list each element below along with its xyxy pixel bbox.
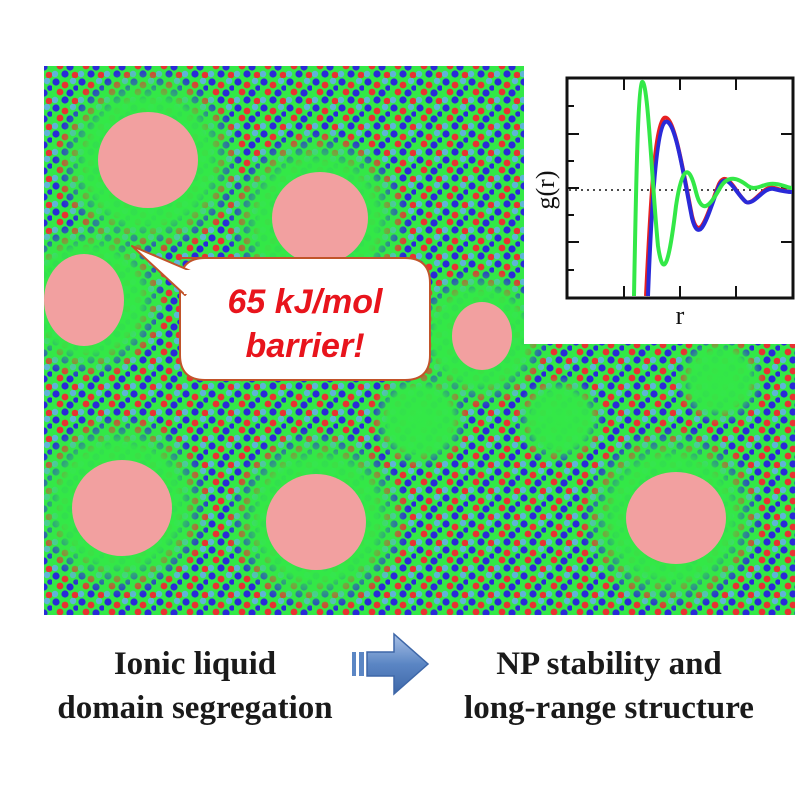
caption-right-line-2: long-range structure bbox=[464, 690, 754, 726]
caption-right-line-1: NP stability and bbox=[496, 646, 722, 682]
inset-rdf-plot: g(r) r bbox=[524, 66, 800, 344]
caption-left: Ionic liquid domain segregation bbox=[40, 642, 350, 730]
inset-ylabel: g(r) bbox=[531, 171, 560, 210]
caption-right: NP stability and long-range structure bbox=[428, 642, 790, 730]
callout-line-1: 65 kJ/mol bbox=[228, 283, 385, 321]
caption-left-line-1: Ionic liquid bbox=[113, 646, 277, 682]
callout-bubble: 65 kJ/mol barrier! bbox=[131, 245, 431, 381]
caption-left-line-2: domain segregation bbox=[57, 690, 333, 726]
right-arrow-icon bbox=[352, 632, 430, 696]
callout-line-2: barrier! bbox=[245, 327, 364, 365]
rdf-curve-blue bbox=[646, 119, 793, 297]
rdf-curve-green bbox=[632, 79, 793, 297]
inset-xlabel: r bbox=[676, 301, 685, 330]
